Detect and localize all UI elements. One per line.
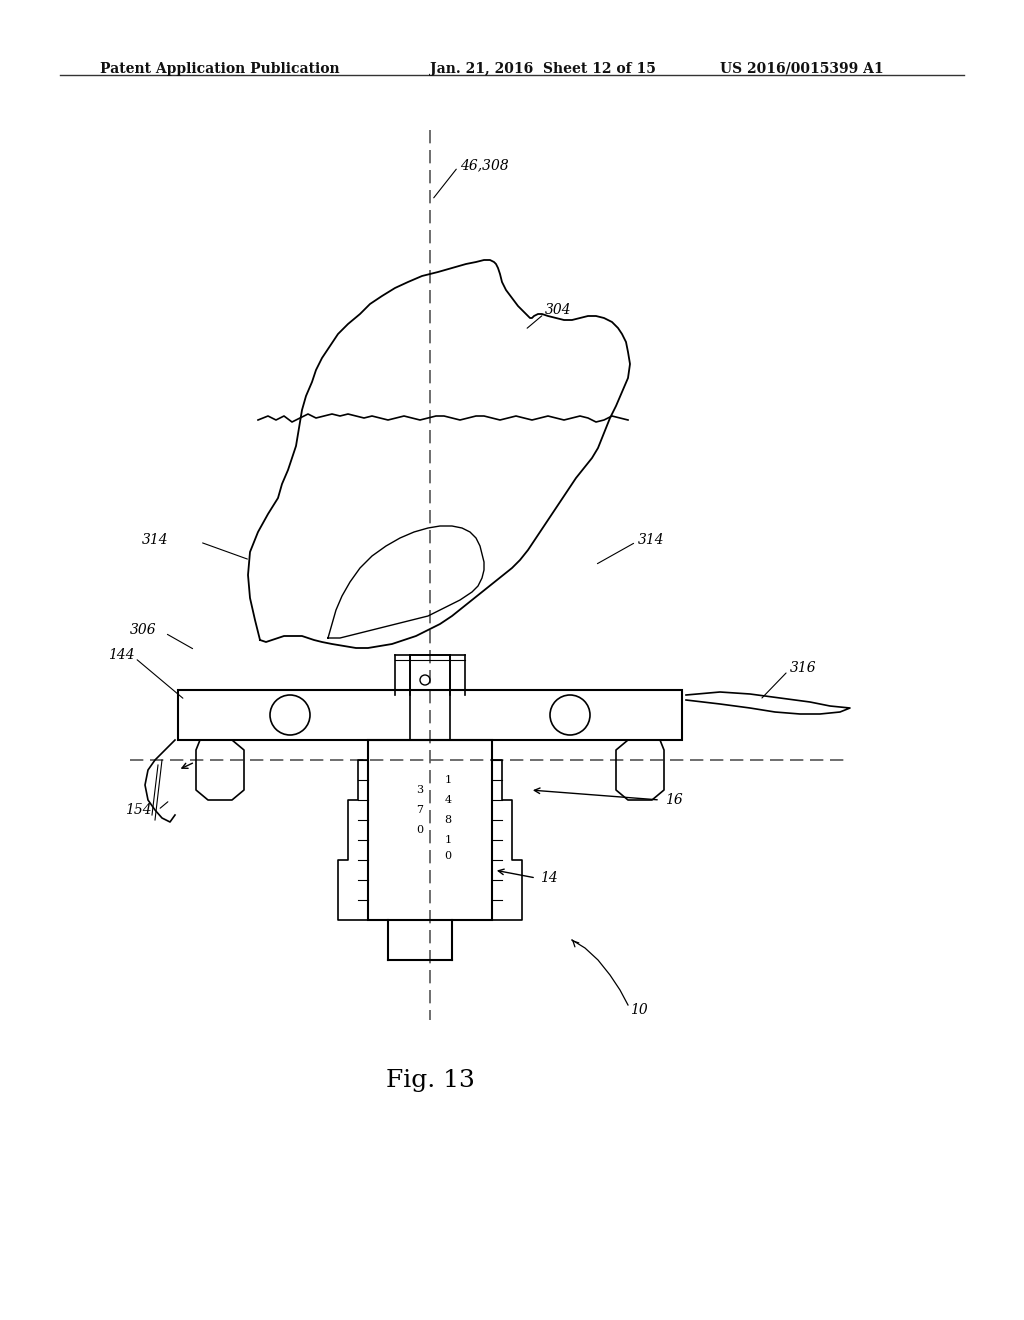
Text: 0: 0 <box>444 851 452 861</box>
Text: 306: 306 <box>130 623 157 638</box>
Text: 0: 0 <box>417 825 424 836</box>
Text: 1: 1 <box>444 775 452 785</box>
Text: 144: 144 <box>108 648 134 663</box>
Text: 8: 8 <box>444 814 452 825</box>
Text: Patent Application Publication: Patent Application Publication <box>100 62 340 77</box>
Text: 10: 10 <box>630 1003 648 1016</box>
Text: 14: 14 <box>540 871 558 884</box>
Text: 1: 1 <box>444 836 452 845</box>
Text: 4: 4 <box>444 795 452 805</box>
Text: 314: 314 <box>141 533 168 546</box>
Text: 3: 3 <box>417 785 424 795</box>
Text: Fig. 13: Fig. 13 <box>386 1068 474 1092</box>
Text: 314: 314 <box>638 533 665 546</box>
Text: 304: 304 <box>545 304 571 317</box>
Text: US 2016/0015399 A1: US 2016/0015399 A1 <box>720 62 884 77</box>
Text: 16: 16 <box>665 793 683 807</box>
Text: 316: 316 <box>790 661 816 675</box>
Text: 7: 7 <box>417 805 424 814</box>
Text: 154: 154 <box>125 803 152 817</box>
Text: 46,308: 46,308 <box>460 158 509 172</box>
Text: Jan. 21, 2016  Sheet 12 of 15: Jan. 21, 2016 Sheet 12 of 15 <box>430 62 656 77</box>
